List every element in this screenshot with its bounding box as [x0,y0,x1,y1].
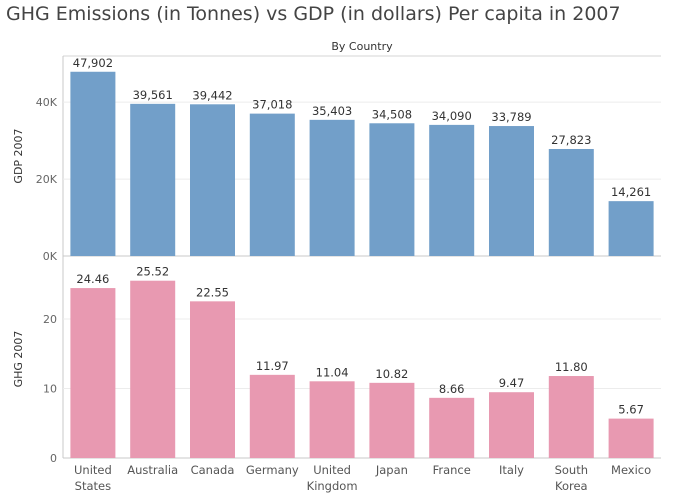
data-label: 39,442 [192,88,232,102]
bar [249,113,295,256]
x-tick-label: Korea [555,479,588,493]
x-tick-label: Japan [375,463,408,477]
bar [489,392,534,458]
data-label: 39,561 [133,88,173,102]
bar [130,103,176,256]
data-label: 8.66 [439,382,465,396]
data-label: 11.04 [316,365,349,379]
y-tick-label: 40K [36,96,58,109]
data-label: 22.55 [196,285,229,299]
y-tick-label: 20K [36,173,58,186]
data-label: 37,018 [252,98,292,112]
bar [369,382,415,458]
x-tick-label: United [313,463,351,477]
data-label: 14,261 [611,185,651,199]
data-label: 33,789 [491,110,531,124]
bar [249,374,295,458]
x-tick-label: United [74,463,112,477]
data-label: 47,902 [73,56,113,70]
data-label: 34,508 [372,107,412,121]
bar [608,201,654,256]
y-tick-label: 10 [43,383,57,396]
x-tick-label: France [433,463,471,477]
x-tick-label: States [75,479,111,493]
data-label: 9.47 [499,376,525,390]
data-label: 35,403 [312,104,352,118]
x-tick-label: Italy [499,463,524,477]
y-axis-title: GHG 2007 [12,331,25,388]
bar [548,148,594,256]
bar [130,280,176,458]
y-tick-label: 20 [43,313,57,326]
x-tick-label: Kingdom [307,479,358,493]
data-label: 27,823 [551,133,591,147]
data-label: 24.46 [76,272,109,286]
bar [190,301,235,458]
bar [429,397,475,458]
bar [70,288,116,458]
x-tick-label: Mexico [611,463,651,477]
data-label: 34,090 [432,109,472,123]
bar [309,119,355,256]
bar [429,124,475,256]
bar [548,376,594,458]
data-label: 11.97 [256,359,289,373]
y-axis-title: GDP 2007 [12,128,25,183]
data-label: 5.67 [618,403,644,417]
chart-title: GHG Emissions (in Tonnes) vs GDP (in dol… [6,3,621,25]
bar [309,381,355,458]
x-tick-label: Germany [246,463,299,477]
bar [190,104,235,256]
bar [608,418,654,458]
data-label: 11.80 [555,360,588,374]
x-tick-label: South [555,463,588,477]
chart-subtitle: By Country [331,40,393,53]
bar [70,71,116,256]
y-tick-label: 0K [43,250,58,263]
data-label: 25.52 [136,265,169,279]
x-tick-label: Canada [191,463,235,477]
bar [369,123,415,257]
x-tick-label: Australia [127,463,178,477]
data-label: 10.82 [375,367,408,381]
y-tick-label: 0 [50,452,57,465]
bar [489,126,534,257]
